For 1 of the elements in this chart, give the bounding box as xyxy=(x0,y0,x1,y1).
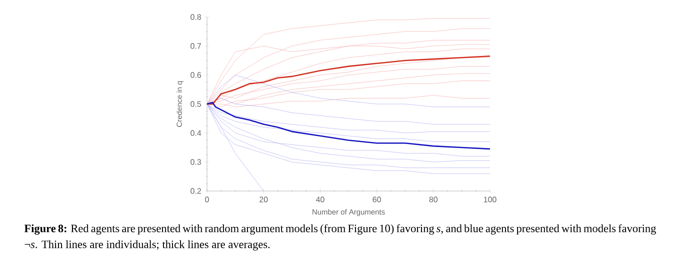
text: Figure 8: Red agents are presented with random argument models (from Figure 10) favoring s, and blue agents presented with models favoring ¬s. Thin lines are individuals; thick lines are averages. xyxy=(24,224,656,250)
